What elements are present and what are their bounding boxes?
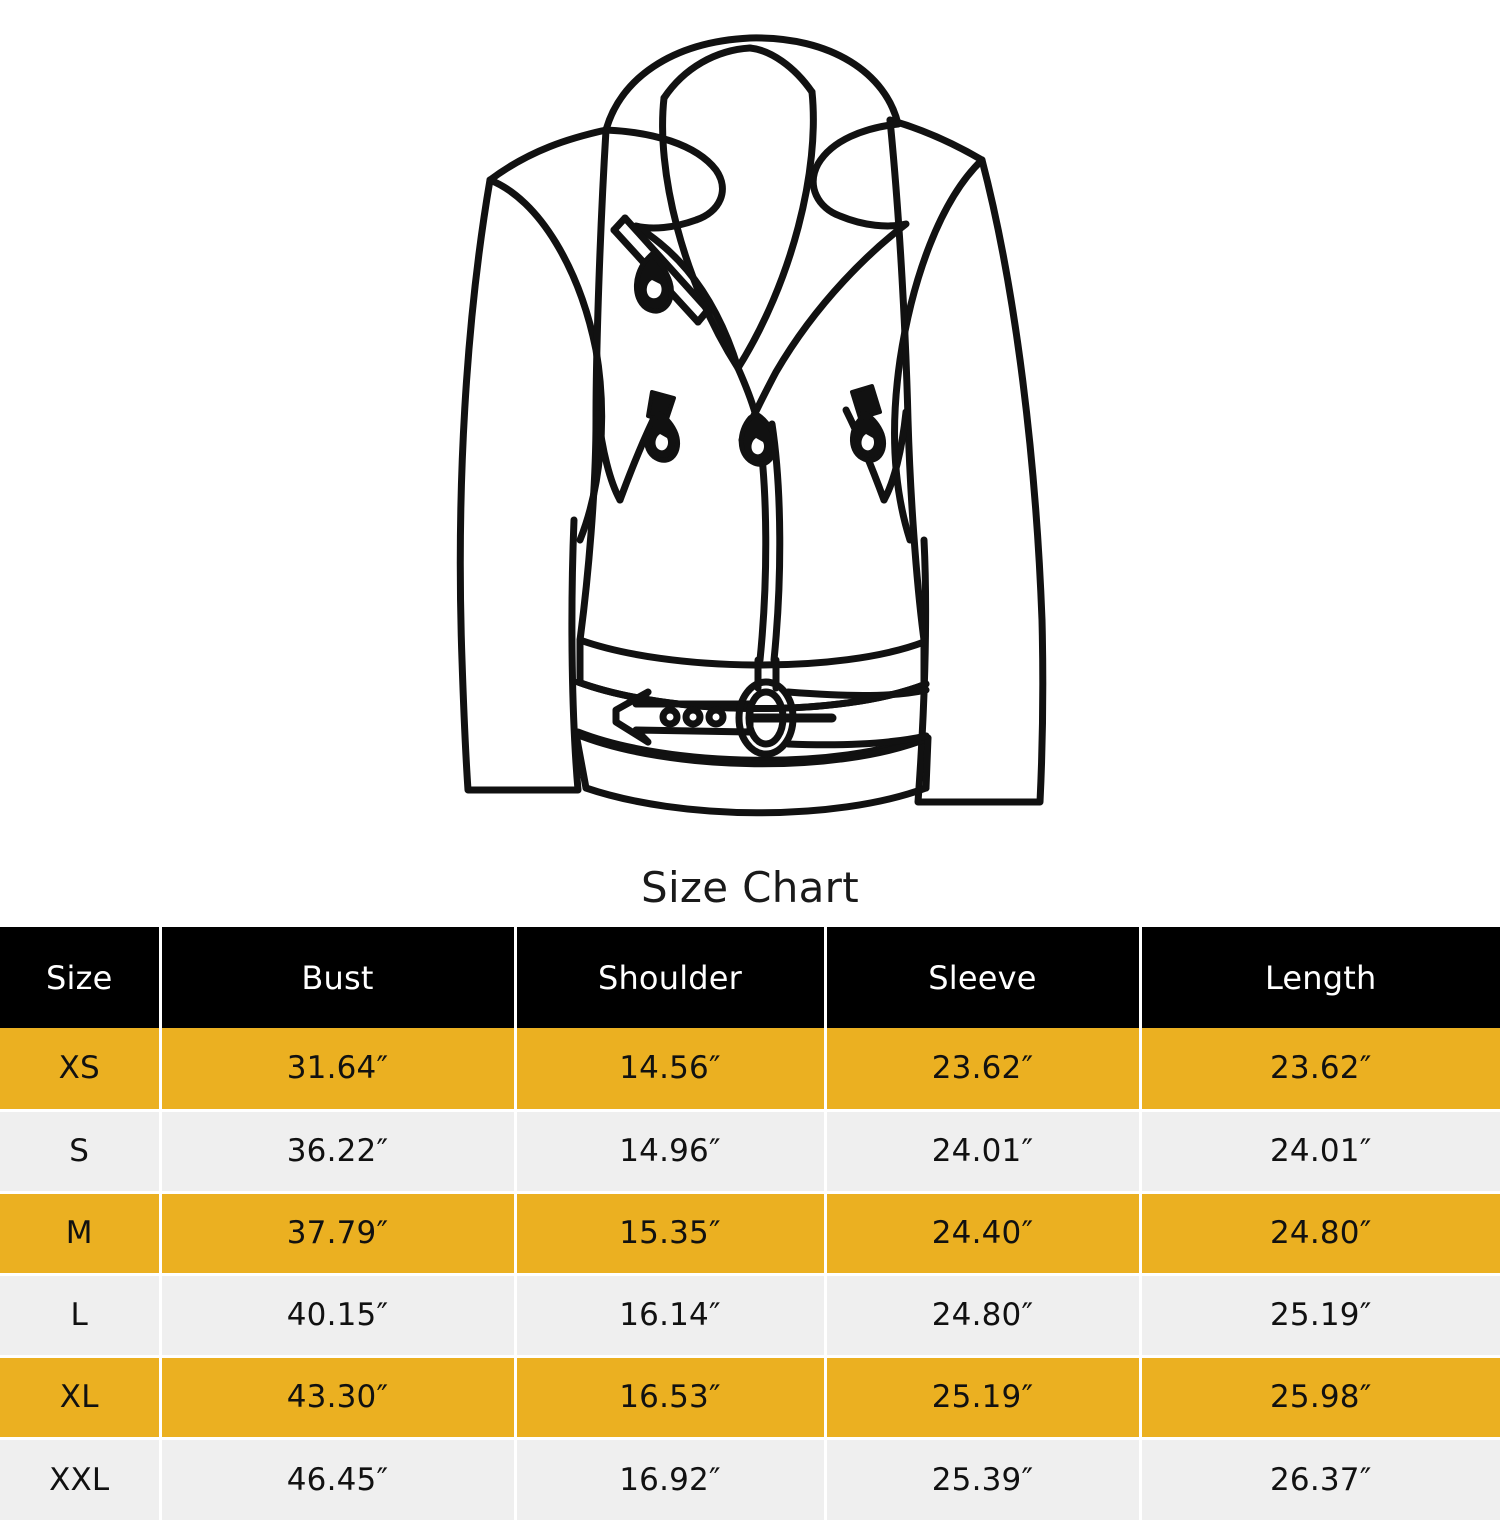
cell-shoulder: 16.14″ <box>513 1272 827 1358</box>
cell-length: 26.37″ <box>1138 1436 1500 1520</box>
cell-shoulder: 15.35″ <box>513 1190 827 1276</box>
cell-sleeve: 24.01″ <box>823 1108 1142 1194</box>
cell-size: XL <box>0 1354 162 1440</box>
cell-shoulder: 14.96″ <box>513 1108 827 1194</box>
cell-shoulder: 16.53″ <box>513 1354 827 1440</box>
cell-shoulder: 16.92″ <box>513 1436 827 1520</box>
column-header-size: Size <box>0 927 162 1028</box>
cell-length: 25.19″ <box>1138 1272 1500 1358</box>
cell-sleeve: 25.19″ <box>823 1354 1142 1440</box>
cell-size: M <box>0 1190 162 1276</box>
column-header-shoulder: Shoulder <box>513 927 827 1028</box>
jacket-illustration <box>456 34 1047 817</box>
column-header-length: Length <box>1138 927 1500 1028</box>
cell-length: 24.80″ <box>1138 1190 1500 1276</box>
cell-sleeve: 24.40″ <box>823 1190 1142 1276</box>
cell-bust: 43.30″ <box>158 1354 517 1440</box>
table-row: M 37.79″ 15.35″ 24.40″ 24.80″ <box>0 1190 1500 1276</box>
biker-jacket-icon <box>456 34 1047 817</box>
cell-bust: 31.64″ <box>158 1028 517 1112</box>
table-header-row: Size Bust Shoulder Sleeve Length <box>0 927 1500 1028</box>
cell-length: 24.01″ <box>1138 1108 1500 1194</box>
cell-bust: 37.79″ <box>158 1190 517 1276</box>
column-header-bust: Bust <box>158 927 517 1028</box>
cell-sleeve: 23.62″ <box>823 1028 1142 1112</box>
page-title: Size Chart <box>641 863 859 912</box>
column-header-sleeve: Sleeve <box>823 927 1142 1028</box>
cell-size: XS <box>0 1028 162 1112</box>
cell-size: S <box>0 1108 162 1194</box>
table-row: XL 43.30″ 16.53″ 25.19″ 25.98″ <box>0 1354 1500 1440</box>
cell-bust: 36.22″ <box>158 1108 517 1194</box>
table-row: XXL 46.45″ 16.92″ 25.39″ 26.37″ <box>0 1436 1500 1520</box>
cell-shoulder: 14.56″ <box>513 1028 827 1112</box>
table-header: Size Bust Shoulder Sleeve Length <box>0 927 1500 1028</box>
table-row: XS 31.64″ 14.56″ 23.62″ 23.62″ <box>0 1028 1500 1112</box>
cell-size: L <box>0 1272 162 1358</box>
cell-bust: 46.45″ <box>158 1436 517 1520</box>
table-row: S 36.22″ 14.96″ 24.01″ 24.01″ <box>0 1108 1500 1194</box>
cell-sleeve: 25.39″ <box>823 1436 1142 1520</box>
cell-length: 23.62″ <box>1138 1028 1500 1112</box>
cell-length: 25.98″ <box>1138 1354 1500 1440</box>
table-body: XS 31.64″ 14.56″ 23.62″ 23.62″ S 36.22″ … <box>0 1028 1500 1520</box>
cell-size: XXL <box>0 1436 162 1520</box>
table-row: L 40.15″ 16.14″ 24.80″ 25.19″ <box>0 1272 1500 1358</box>
size-chart-table: Size Bust Shoulder Sleeve Length XS 31.6… <box>0 927 1500 1520</box>
cell-sleeve: 24.80″ <box>823 1272 1142 1358</box>
cell-bust: 40.15″ <box>158 1272 517 1358</box>
